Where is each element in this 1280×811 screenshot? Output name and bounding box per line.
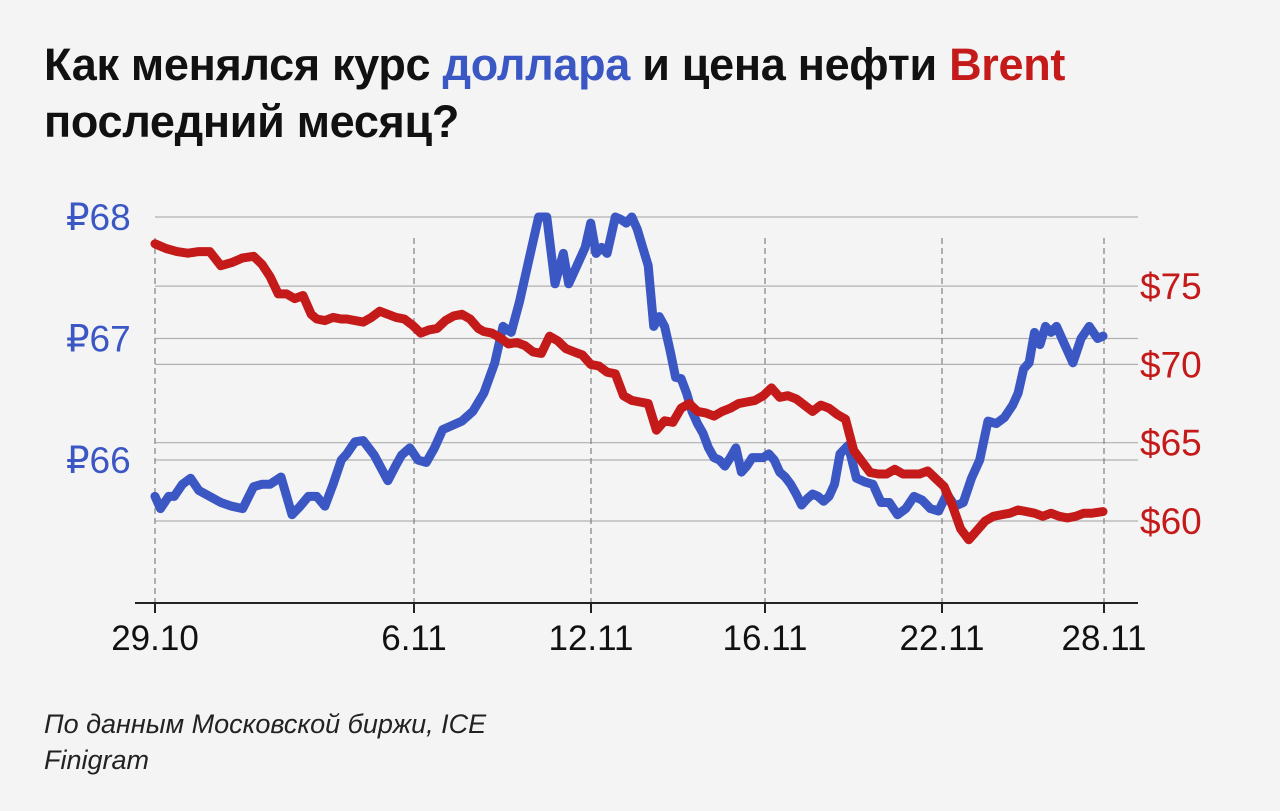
title-brent-word: Brent	[949, 39, 1066, 90]
left-axis-label-1: ₽67	[66, 319, 131, 360]
brand-name: Finigram	[44, 745, 150, 775]
left-axis-label-0: ₽66	[66, 440, 131, 481]
right-axis-label-3: $75	[1140, 266, 1202, 307]
x-axis-label-5: 28.11	[1062, 619, 1147, 658]
dual-axis-line-chart: ₽66 ₽67 ₽68 $60 $65 $70 $75 29.10 6.11 12.11 16.11…	[66, 197, 1202, 658]
title-usd-word: доллара	[442, 39, 631, 90]
right-axis-label-1: $65	[1140, 423, 1202, 464]
chart-title: Как менялся курс доллара и цена нефти Br…	[44, 36, 1244, 150]
x-axis-label-4: 22.11	[900, 619, 985, 658]
x-axis-label-2: 12.11	[549, 619, 634, 658]
title-line2: последний месяц?	[44, 96, 460, 147]
x-axis-label-1: 6.11	[381, 619, 447, 658]
x-axis-label-0: 29.10	[111, 619, 199, 658]
title-part2: и цена нефти	[630, 39, 950, 90]
right-axis-label-2: $70	[1140, 344, 1202, 385]
title-part1: Как менялся курс	[44, 39, 443, 90]
left-axis-label-2: ₽68	[66, 197, 131, 238]
brent-price-line	[150, 239, 1108, 545]
footnote: По данным Московской биржи, ICE Finigram	[44, 706, 486, 778]
source-note: По данным Московской биржи, ICE	[44, 709, 487, 739]
right-axis-label-0: $60	[1140, 501, 1202, 542]
x-axis-label-3: 16.11	[723, 619, 808, 658]
usd-rate-line	[150, 212, 1108, 520]
